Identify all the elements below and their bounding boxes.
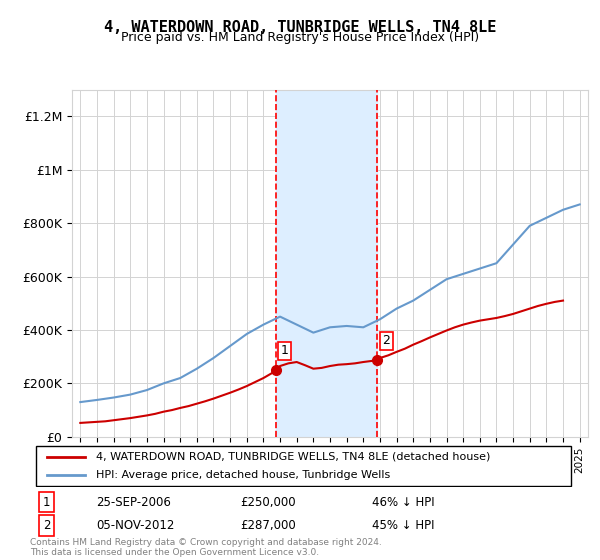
- Text: £287,000: £287,000: [240, 519, 296, 532]
- FancyBboxPatch shape: [35, 446, 571, 486]
- Text: 4, WATERDOWN ROAD, TUNBRIDGE WELLS, TN4 8LE (detached house): 4, WATERDOWN ROAD, TUNBRIDGE WELLS, TN4 …: [96, 452, 491, 462]
- Text: 05-NOV-2012: 05-NOV-2012: [96, 519, 175, 532]
- Text: 45% ↓ HPI: 45% ↓ HPI: [372, 519, 435, 532]
- Text: £250,000: £250,000: [240, 496, 295, 508]
- Text: 25-SEP-2006: 25-SEP-2006: [96, 496, 171, 508]
- Text: 2: 2: [43, 519, 50, 532]
- Text: Contains HM Land Registry data © Crown copyright and database right 2024.
This d: Contains HM Land Registry data © Crown c…: [30, 538, 382, 557]
- Text: 2: 2: [382, 334, 390, 347]
- Text: Price paid vs. HM Land Registry's House Price Index (HPI): Price paid vs. HM Land Registry's House …: [121, 31, 479, 44]
- Text: 1: 1: [281, 344, 289, 357]
- Text: 4, WATERDOWN ROAD, TUNBRIDGE WELLS, TN4 8LE: 4, WATERDOWN ROAD, TUNBRIDGE WELLS, TN4 …: [104, 20, 496, 35]
- Bar: [275, 90, 377, 437]
- Text: 46% ↓ HPI: 46% ↓ HPI: [372, 496, 435, 508]
- Text: 1: 1: [43, 496, 50, 508]
- Text: HPI: Average price, detached house, Tunbridge Wells: HPI: Average price, detached house, Tunb…: [96, 470, 391, 480]
